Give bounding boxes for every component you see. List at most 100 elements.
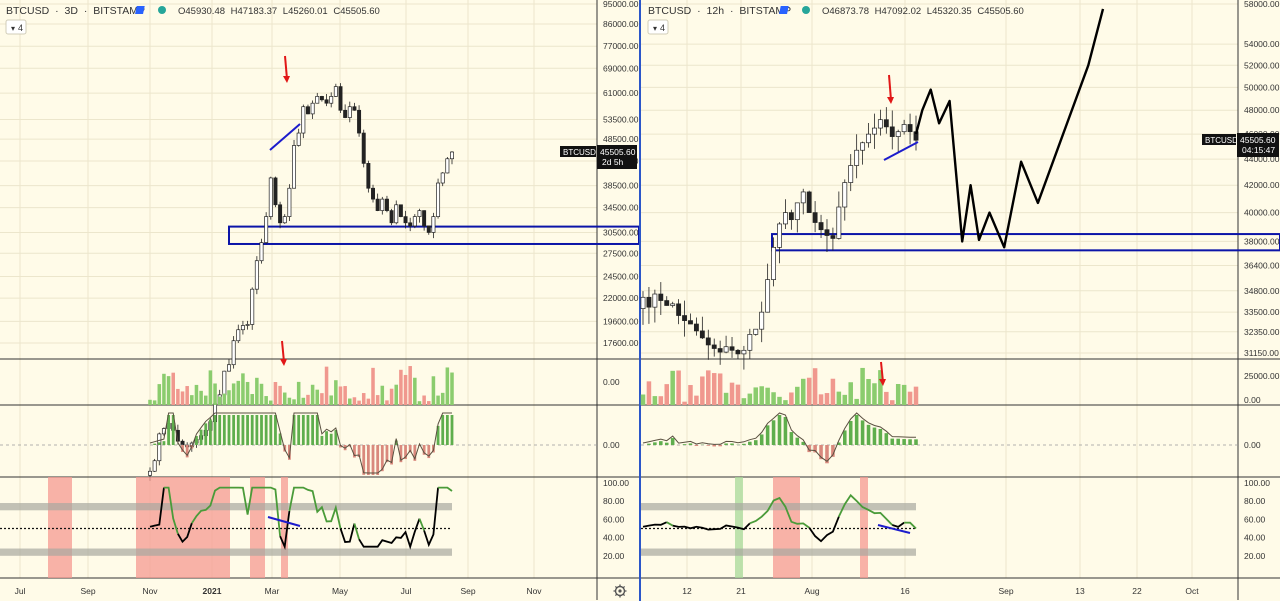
price-tick-label: 42000.00 — [1244, 180, 1280, 190]
left-price-axis[interactable]: 95000.00 86000.00 77000.00 69000.00 61000.00… — [603, 0, 639, 561]
volume-bar — [190, 395, 194, 405]
macd-axis-label: 0.00 — [603, 440, 620, 450]
volume-bar — [741, 398, 747, 405]
candle-body — [759, 311, 765, 330]
rsi-highlight — [136, 477, 230, 578]
rsi-tick-label: 60.00 — [603, 514, 625, 524]
volume-bar — [711, 373, 717, 405]
candle-body — [800, 191, 806, 204]
right-indicator-toggle[interactable]: ▾ 4 — [647, 19, 669, 35]
left-exchange: BITSTAMP — [93, 5, 145, 17]
candle-body — [445, 158, 450, 174]
candle-body — [806, 191, 812, 213]
volume-bar — [800, 378, 806, 405]
rsi-highlight — [48, 477, 72, 578]
svg-text:BTCUSD · 12h: BTCUSD · 12h · BITSTAMP — [648, 5, 791, 17]
right-time-axis[interactable]: 12 21 Aug 16 Sep 13 22 Oct — [682, 586, 1199, 596]
svg-text:▾: ▾ — [11, 24, 15, 33]
candle-body — [338, 86, 343, 111]
left-indicator-toggle[interactable]: ▾ 4 — [5, 19, 27, 35]
volume-bar — [371, 367, 375, 405]
candle-body — [842, 182, 848, 208]
volume-bar — [352, 397, 357, 405]
price-tick-label: 24500.00 — [603, 271, 639, 281]
volume-bar — [162, 373, 166, 405]
red-arrow-shaft — [281, 340, 285, 363]
volume-bar — [245, 381, 250, 405]
right-chart-panel[interactable]: 58000.00 54000.00 52000.00 50000.00 48000.00… — [640, 0, 1280, 600]
time-tick-label: Sep — [80, 586, 95, 596]
volume-bar — [747, 393, 753, 405]
volume-bar — [640, 394, 646, 405]
volume-bar — [180, 391, 185, 405]
candle-body — [417, 210, 422, 217]
volume-bar — [854, 398, 859, 405]
volume-bar — [324, 366, 329, 405]
candle-body — [688, 320, 693, 325]
right-indicator-count: 4 — [660, 23, 665, 33]
volume-bar — [753, 387, 759, 405]
candle-body — [319, 96, 324, 101]
red-arrow-head — [879, 379, 886, 386]
volume-bar — [148, 399, 152, 405]
price-tick-label: 34800.00 — [1244, 286, 1280, 296]
volume-bar — [343, 386, 347, 405]
candle-body — [222, 370, 227, 396]
left-time-axis[interactable]: Jul Sep Nov 2021 Mar May Jul Sep Nov — [15, 586, 543, 596]
left-chart-panel[interactable]: 95000.00 86000.00 77000.00 69000.00 61000.00… — [0, 0, 640, 600]
right-grid — [641, 0, 1280, 600]
candle-body — [699, 330, 705, 339]
rsi-tick-label: 20.00 — [1244, 551, 1266, 561]
candle-body — [860, 142, 866, 151]
volume-bar — [872, 383, 877, 405]
volume-bar — [688, 385, 693, 405]
volume-bar — [445, 367, 450, 405]
svg-text:O46873.78 H47092.02: O46873.78 H47092.02 L45320.35 C45505.60 — [822, 6, 1024, 17]
candle-body — [254, 260, 259, 290]
time-tick-label: Sep — [460, 586, 475, 596]
volume-bar — [890, 400, 895, 405]
candle-body — [735, 349, 741, 355]
right-candles — [640, 107, 919, 370]
volume-bar — [830, 378, 836, 405]
volume-bar — [176, 388, 180, 405]
volume-bar — [706, 370, 711, 405]
volume-bar — [450, 372, 454, 405]
rsi-band — [641, 548, 916, 556]
candle-body — [436, 182, 441, 217]
volume-bar — [306, 394, 310, 405]
rsi-highlight — [281, 477, 288, 578]
left-symbol: BTCUSD — [6, 5, 50, 17]
rsi-line-segment — [837, 493, 893, 526]
gear-icon[interactable] — [613, 584, 627, 598]
candle-body — [278, 204, 283, 224]
rsi-tick-label: 40.00 — [1244, 533, 1266, 543]
price-tick-label: 30500.00 — [603, 227, 639, 237]
volume-bar — [723, 392, 729, 405]
volume-bar — [652, 396, 658, 405]
right-ohlc-high: H47092.02 — [875, 6, 921, 17]
volume-bar — [417, 401, 422, 405]
time-tick-label: May — [332, 586, 349, 596]
price-tick-label: 40000.00 — [1244, 208, 1280, 218]
macd-axis-label: 0.00 — [1244, 440, 1261, 450]
right-price-tag: BTCUSD 45505.60 04:15:47 — [1202, 133, 1279, 157]
rsi-line-segment — [339, 523, 356, 543]
volume-bar — [255, 377, 259, 405]
volume-bar — [700, 376, 705, 405]
left-symbol-tag: BTCUSD — [560, 146, 596, 157]
candle-body — [264, 216, 269, 243]
volume-bar — [913, 386, 919, 405]
candle-body — [394, 204, 399, 224]
volume-bar — [348, 398, 352, 405]
left-ohlc-high: H47183.37 — [231, 6, 277, 17]
volume-bar — [812, 368, 818, 405]
price-tick-label: 34500.00 — [603, 203, 639, 213]
volume-bar — [394, 384, 399, 405]
volume-bar — [259, 383, 264, 405]
volume-bar — [208, 370, 213, 405]
candle-body — [741, 349, 747, 355]
divergence-trend-line — [877, 524, 911, 534]
right-ohlc-low: L45320.35 — [927, 6, 972, 17]
